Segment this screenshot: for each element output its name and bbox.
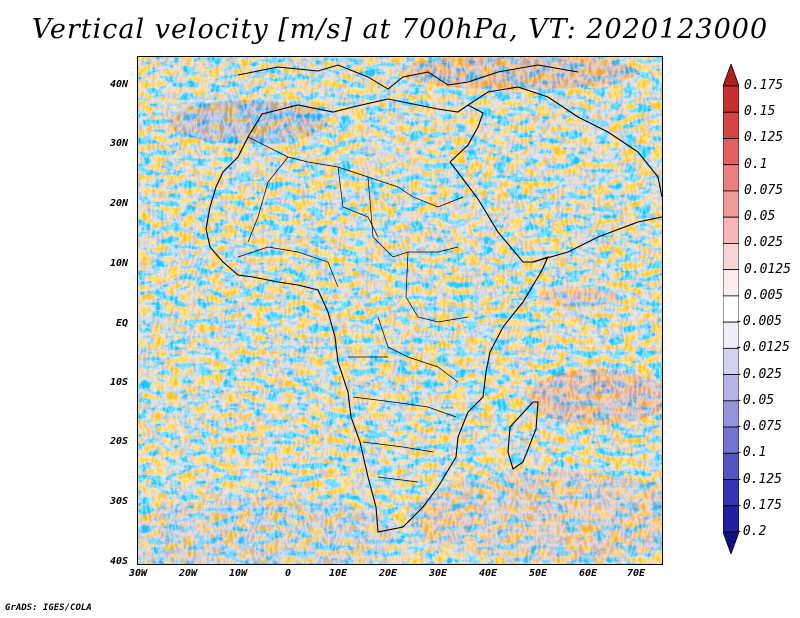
- colorbar-label: -0.05: [735, 392, 775, 408]
- lon-label-50e: 50E: [528, 568, 548, 579]
- lon-label-30e: 30E: [428, 568, 448, 579]
- lon-label-10w: 10W: [228, 568, 248, 579]
- grads-credit: GrADS: IGES/COLA: [5, 603, 92, 613]
- colorbar-segment: [723, 190, 739, 218]
- colorbar-segment: [723, 216, 739, 244]
- colorbar-label: -0.075: [735, 419, 782, 435]
- lon-label-70e: 70E: [626, 568, 646, 579]
- lat-label-20s: 20S: [109, 436, 128, 447]
- colorbar-segment: [723, 164, 739, 192]
- colorbar-label: 0.1: [744, 156, 768, 172]
- lat-label-20n: 20N: [109, 198, 128, 209]
- coastline-africa: [205, 98, 550, 533]
- lat-label-10n: 10N: [109, 258, 128, 269]
- colorbar-label: -0.1: [735, 445, 767, 461]
- colorbar-max-arrow: [723, 64, 739, 87]
- lon-label-20w: 20W: [178, 568, 198, 579]
- colorbar-label: 0.125: [744, 130, 784, 146]
- lon-label-40e: 40E: [478, 568, 498, 579]
- colorbar: [723, 64, 739, 554]
- colorbar-label: 0.025: [744, 235, 784, 251]
- colorbar-label: -0.0125: [735, 340, 790, 356]
- colorbar-label: -0.125: [735, 471, 782, 487]
- colorbar-label: -0.2: [735, 524, 767, 539]
- lat-label-30s: 30S: [109, 496, 128, 507]
- lat-label-40n: 40N: [109, 79, 128, 90]
- colorbar-segment: [723, 138, 739, 166]
- colorbar-label: 0.15: [744, 104, 776, 120]
- colorbar-label: 0.175: [744, 78, 784, 93]
- lon-label-60e: 60E: [578, 568, 598, 579]
- lat-label-30n: 30N: [109, 138, 128, 149]
- colorbar-segment: [723, 243, 739, 271]
- colorbar-label: 0.0125: [744, 261, 791, 277]
- country-borders: [237, 136, 469, 483]
- colorbar-segment: [723, 85, 739, 113]
- colorbar-min-arrow: [723, 531, 739, 554]
- coastline-madagascar: [507, 401, 539, 470]
- map-area[interactable]: [137, 56, 663, 565]
- coastline-europe: [237, 64, 579, 90]
- lat-label-40s: 40S: [109, 556, 128, 567]
- colorbar-label: 0.075: [744, 182, 784, 198]
- lon-label-0: 0: [284, 568, 292, 579]
- lon-label-30w: 30W: [128, 568, 148, 579]
- map-title: Vertical velocity [m/s] at 700hPa, VT: 2…: [31, 14, 769, 45]
- lat-label-eq: EQ: [115, 318, 128, 329]
- colorbar-label: -0.175: [735, 497, 782, 513]
- colorbar-label: 0.05: [744, 209, 776, 225]
- colorbar-label: -0.005: [735, 314, 782, 330]
- colorbar-label: -0.025: [735, 366, 782, 382]
- lon-label-10e: 10E: [328, 568, 348, 579]
- colorbar-segment: [723, 269, 739, 297]
- lat-label-10s: 10S: [109, 377, 128, 388]
- velocity-field: [138, 57, 662, 564]
- lon-label-20e: 20E: [378, 568, 398, 579]
- colorbar-label: 0.005: [744, 287, 784, 303]
- colorbar-segment: [723, 111, 739, 139]
- coastline-arabia: [467, 86, 662, 263]
